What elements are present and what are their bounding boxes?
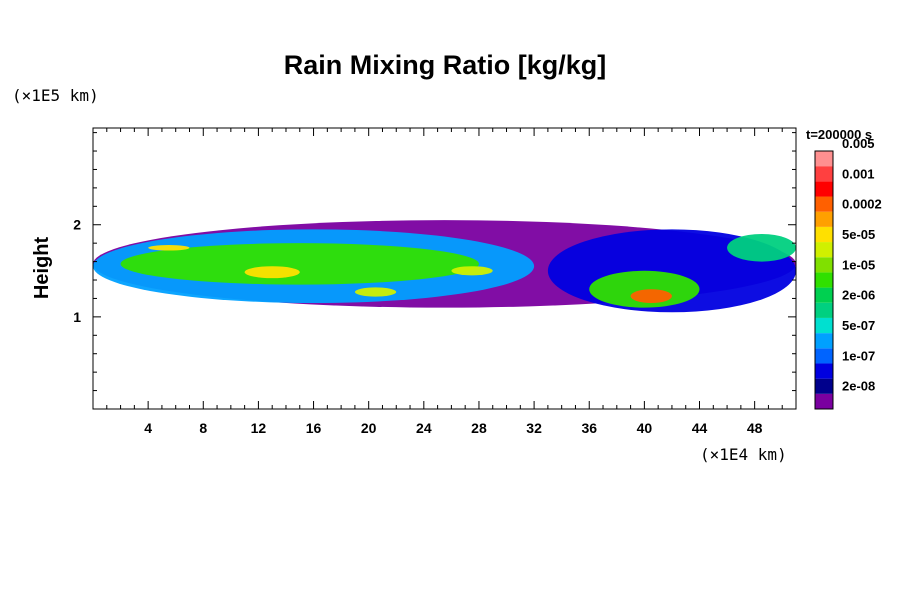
colorbar-label: 0.0002 <box>842 197 882 212</box>
x-tick-label: 24 <box>416 420 432 436</box>
colorbar-swatch <box>815 151 833 167</box>
field-region <box>120 243 479 285</box>
colorbar-swatch <box>815 302 833 318</box>
colorbar-label: 2e-08 <box>842 379 875 394</box>
x-tick-label: 32 <box>526 420 542 436</box>
plot-frame <box>92 127 797 410</box>
x-tick-label: 48 <box>747 420 763 436</box>
colorbar-swatch <box>815 226 833 243</box>
colorbar-swatch <box>815 196 833 212</box>
x-tick-label: 8 <box>199 420 207 436</box>
field-region <box>244 266 300 279</box>
colorbar-swatch <box>815 211 833 227</box>
colorbar-label: 5e-05 <box>842 227 875 242</box>
colorbar-label: 0.005 <box>842 136 875 151</box>
colorbar-swatch <box>815 272 833 288</box>
rain-field <box>92 220 797 313</box>
time-label: t=200000 s <box>806 127 872 142</box>
colorbar-label: 0.001 <box>842 166 875 181</box>
x-units-label: (×1E4 km) <box>700 445 787 464</box>
y-axis: 12 <box>73 132 796 392</box>
field-region <box>451 266 493 276</box>
x-tick-label: 4 <box>144 420 152 436</box>
colorbar-swatch <box>815 181 833 197</box>
field-region <box>727 233 797 262</box>
colorbar-swatch <box>815 378 833 394</box>
y-units-label: (×1E5 km) <box>12 86 99 105</box>
colorbar-swatch <box>815 317 833 334</box>
y-axis-label: Height <box>31 237 53 300</box>
x-tick-label: 44 <box>692 420 708 436</box>
x-axis: 4 8 12 16 20 24 28 32 36 40 44 48 <box>106 128 783 436</box>
colorbar-swatch <box>815 393 833 409</box>
x-tick-label: 40 <box>637 420 653 436</box>
x-tick-label: 16 <box>306 420 322 436</box>
colorbar-swatch <box>815 287 833 303</box>
field-region <box>589 270 700 308</box>
colorbar-swatch <box>815 348 833 364</box>
colorbar-label: 2e-06 <box>842 288 875 303</box>
colorbar-label: 5e-07 <box>842 318 875 333</box>
field-region <box>630 289 672 304</box>
x-tick-label: 20 <box>361 420 377 436</box>
y-tick-label: 2 <box>73 217 81 233</box>
colorbar-swatch <box>815 333 833 349</box>
x-tick-label: 36 <box>581 420 597 436</box>
colorbar-label: 1e-05 <box>842 257 875 272</box>
colorbar-label: 1e-07 <box>842 348 875 363</box>
x-tick-label: 28 <box>471 420 487 436</box>
colorbar-frame <box>814 150 834 410</box>
y-tick-label: 1 <box>73 309 81 325</box>
chart-title: Rain Mixing Ratio [kg/kg] <box>284 50 607 80</box>
colorbar: 2e-08 1e-07 5e-07 2e-06 1e-05 5e-05 0.0002 0.00… <box>814 136 882 410</box>
colorbar-swatch <box>815 242 833 258</box>
colorbar-swatch <box>815 363 833 379</box>
x-tick-label: 12 <box>251 420 267 436</box>
field-region <box>148 245 190 251</box>
field-region <box>354 287 397 297</box>
colorbar-swatch <box>815 166 833 182</box>
colorbar-swatch <box>815 257 833 273</box>
